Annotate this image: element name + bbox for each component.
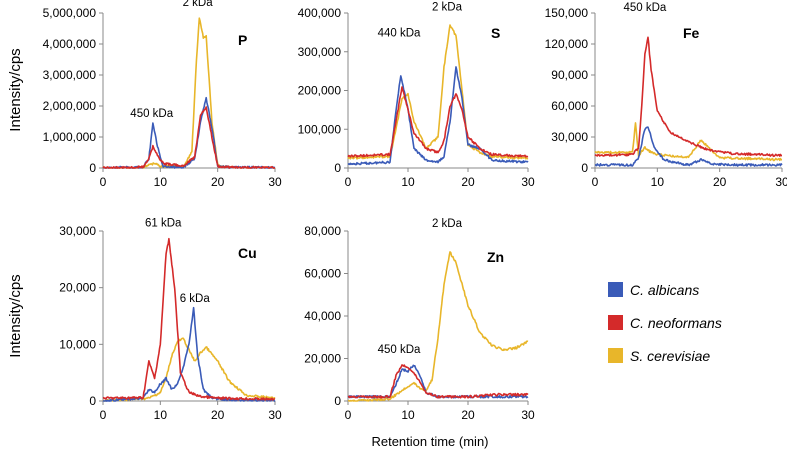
y-axis-label: Intensity/cps: [7, 274, 24, 357]
series-line-s-cerevisiae: [347, 24, 529, 160]
y-tick-label: 1,000,000: [43, 130, 97, 144]
series-line-s-cerevisiae: [347, 251, 529, 402]
panel-title: Zn: [487, 249, 504, 265]
y-tick-label: 300,000: [298, 45, 342, 59]
panel-title: Fe: [683, 25, 700, 41]
y-axis-label: Intensity/cps: [7, 48, 24, 131]
annotation-label: 61 kDa: [145, 217, 182, 229]
annotation-label: 6 kDa: [180, 293, 211, 305]
y-tick-label: 30,000: [551, 130, 588, 144]
y-tick-label: 0: [581, 161, 588, 175]
x-tick-label: 30: [268, 408, 282, 422]
series-line-c-neoformans: [347, 86, 529, 158]
x-tick-label: 0: [345, 408, 352, 422]
series-line-s-cerevisiae: [102, 17, 276, 169]
x-tick-label: 10: [651, 175, 665, 189]
y-tick-label: 0: [334, 161, 341, 175]
y-tick-label: 30,000: [59, 224, 96, 238]
series-line-c-neoformans: [102, 106, 276, 169]
y-tick-label: 20,000: [304, 352, 341, 366]
panel-s: 0 100,000 200,000 300,000 400,000 0 10 20 30 440 …: [298, 1, 535, 189]
x-tick-label: 30: [775, 175, 787, 189]
y-tick-label: 5,000,000: [43, 6, 97, 20]
annotation-label: 450 kDa: [378, 344, 421, 356]
y-tick-label: 10,000: [59, 337, 96, 351]
x-tick-label: 10: [154, 408, 168, 422]
annotation-label: 450 kDa: [130, 108, 173, 120]
series-line-c-albicans: [347, 66, 529, 166]
panel-title: S: [491, 25, 500, 41]
panel-cu: 0 10,000 20,000 30,000 0 10 20 30 61 kDa 6 kDa Cu: [59, 217, 282, 422]
series-line-c-neoformans: [594, 36, 783, 158]
series-line-s-cerevisiae: [594, 122, 783, 162]
series-line-c-albicans: [594, 126, 783, 167]
legend-swatch: [608, 282, 623, 297]
x-tick-label: 30: [521, 408, 535, 422]
x-axis-label: Retention time (min): [371, 434, 488, 449]
y-tick-label: 90,000: [551, 68, 588, 82]
legend-label: C. albicans: [630, 282, 699, 298]
panel-p: 0 1,000,000 2,000,000 3,000,000 4,000,000 5,0…: [43, 0, 282, 189]
annotation-label: 2 kDa: [183, 0, 214, 9]
x-tick-label: 20: [713, 175, 727, 189]
annotation-label: 450 kDa: [623, 2, 666, 14]
y-tick-label: 4,000,000: [43, 37, 97, 51]
y-tick-label: 150,000: [545, 6, 589, 20]
x-tick-label: 10: [401, 175, 415, 189]
x-tick-label: 20: [211, 175, 225, 189]
panel-fe: 0 30,000 60,000 90,000 120,000 150,000 0 10 20 30…: [545, 2, 787, 189]
legend-swatch: [608, 348, 623, 363]
y-tick-label: 0: [334, 394, 341, 408]
x-tick-label: 20: [211, 408, 225, 422]
y-tick-label: 20,000: [59, 281, 96, 295]
x-tick-label: 10: [401, 408, 415, 422]
y-tick-label: 400,000: [298, 6, 342, 20]
legend-label: C. neoformans: [630, 315, 722, 331]
series-line-c-albicans: [102, 306, 276, 402]
panel-title: P: [238, 32, 247, 48]
y-tick-label: 2,000,000: [43, 99, 97, 113]
annotation-label: 440 kDa: [378, 27, 421, 39]
y-tick-label: 80,000: [304, 224, 341, 238]
legend-swatch: [608, 315, 623, 330]
x-tick-label: 0: [345, 175, 352, 189]
x-tick-label: 0: [100, 175, 107, 189]
y-tick-label: 40,000: [304, 309, 341, 323]
x-tick-label: 0: [592, 175, 599, 189]
legend: C. albicans C. neoformans S. cerevisiae: [608, 282, 722, 364]
panel-title: Cu: [238, 245, 257, 261]
y-tick-label: 0: [89, 161, 96, 175]
y-tick-label: 200,000: [298, 84, 342, 98]
y-tick-label: 60,000: [551, 99, 588, 113]
x-tick-label: 0: [100, 408, 107, 422]
annotation-label: 2 kDa: [432, 1, 463, 13]
y-tick-label: 60,000: [304, 267, 341, 281]
x-tick-label: 30: [268, 175, 282, 189]
x-tick-label: 20: [461, 175, 475, 189]
x-tick-label: 10: [154, 175, 168, 189]
panel-zn: 0 20,000 40,000 60,000 80,000 0 10 20 30 450 kDa 2…: [304, 218, 535, 422]
y-tick-label: 100,000: [298, 122, 342, 136]
y-tick-label: 3,000,000: [43, 68, 97, 82]
series-line-c-neoformans: [347, 364, 529, 399]
y-tick-label: 0: [89, 394, 96, 408]
y-tick-label: 120,000: [545, 37, 589, 51]
series-line-c-neoformans: [102, 237, 276, 401]
annotation-label: 2 kDa: [432, 218, 463, 230]
x-tick-label: 20: [461, 408, 475, 422]
x-tick-label: 30: [521, 175, 535, 189]
legend-label: S. cerevisiae: [630, 348, 710, 364]
series-line-c-albicans: [347, 364, 529, 399]
